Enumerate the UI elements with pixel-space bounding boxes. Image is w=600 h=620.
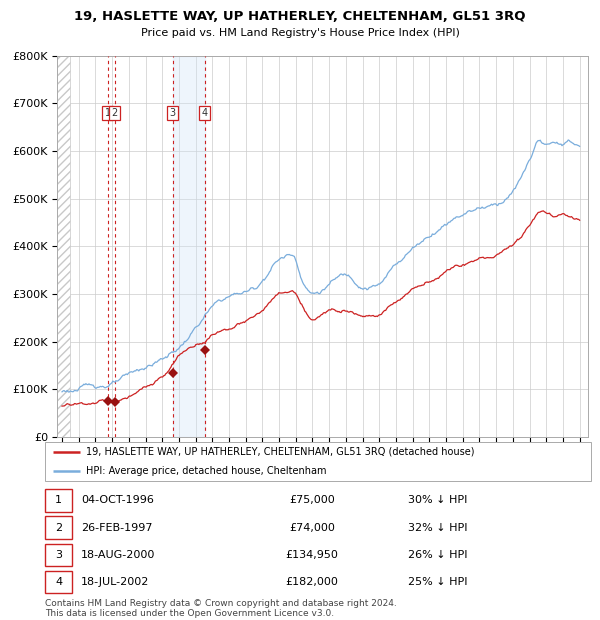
Text: 18-JUL-2002: 18-JUL-2002	[81, 577, 149, 587]
Text: 32% ↓ HPI: 32% ↓ HPI	[408, 523, 467, 533]
Text: 25% ↓ HPI: 25% ↓ HPI	[408, 577, 467, 587]
Text: 19, HASLETTE WAY, UP HATHERLEY, CHELTENHAM, GL51 3RQ: 19, HASLETTE WAY, UP HATHERLEY, CHELTENH…	[74, 10, 526, 23]
Text: Contains HM Land Registry data © Crown copyright and database right 2024.
This d: Contains HM Land Registry data © Crown c…	[45, 599, 397, 618]
Text: 2: 2	[112, 108, 118, 118]
Text: 4: 4	[202, 108, 208, 118]
Text: Price paid vs. HM Land Registry's House Price Index (HPI): Price paid vs. HM Land Registry's House …	[140, 28, 460, 38]
Text: 30% ↓ HPI: 30% ↓ HPI	[408, 495, 467, 505]
Bar	[173, 56, 205, 437]
Text: 04-OCT-1996: 04-OCT-1996	[81, 495, 154, 505]
Text: 1: 1	[55, 495, 62, 505]
Text: £74,000: £74,000	[289, 523, 335, 533]
Text: 19, HASLETTE WAY, UP HATHERLEY, CHELTENHAM, GL51 3RQ (detached house): 19, HASLETTE WAY, UP HATHERLEY, CHELTENH…	[86, 446, 475, 457]
Text: 3: 3	[170, 108, 176, 118]
Text: £182,000: £182,000	[286, 577, 338, 587]
Text: 4: 4	[55, 577, 62, 587]
Text: HPI: Average price, detached house, Cheltenham: HPI: Average price, detached house, Chel…	[86, 466, 326, 476]
Text: £75,000: £75,000	[289, 495, 335, 505]
Text: 1: 1	[105, 108, 111, 118]
Text: 26-FEB-1997: 26-FEB-1997	[81, 523, 152, 533]
Text: £134,950: £134,950	[286, 550, 338, 560]
Text: 2: 2	[55, 523, 62, 533]
Text: 18-AUG-2000: 18-AUG-2000	[81, 550, 155, 560]
Text: 3: 3	[55, 550, 62, 560]
Polygon shape	[57, 56, 70, 437]
Text: 26% ↓ HPI: 26% ↓ HPI	[408, 550, 467, 560]
